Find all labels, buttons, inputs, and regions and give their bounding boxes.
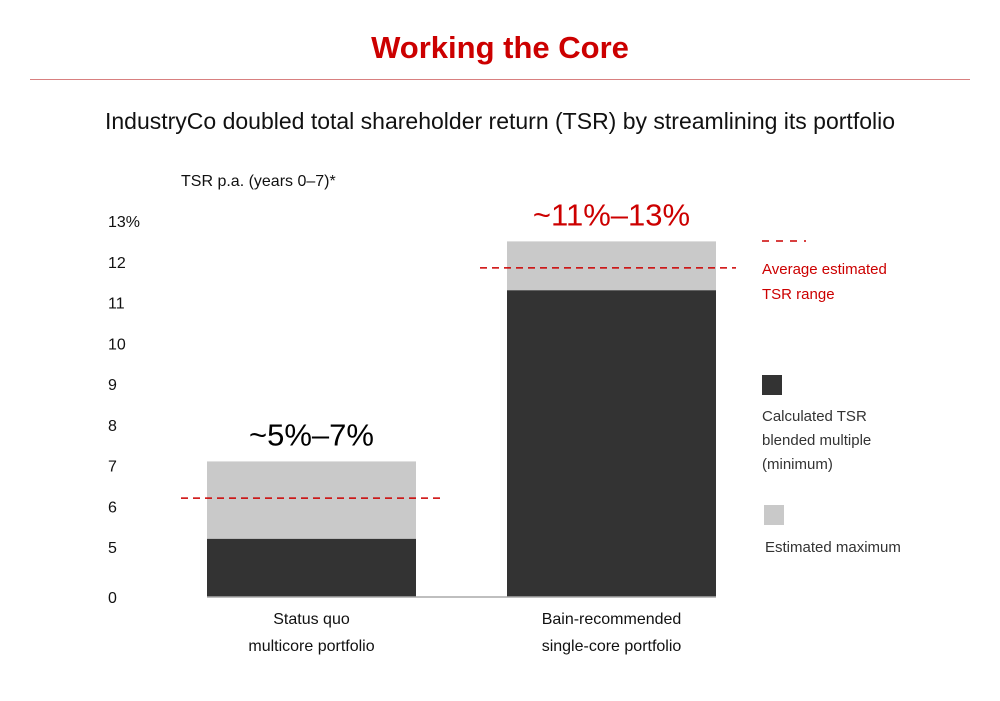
bar-calculated-minimum bbox=[207, 538, 416, 597]
range-label: ~11%–13% bbox=[533, 197, 690, 232]
y-tick-label: 10 bbox=[108, 336, 126, 353]
y-tick-label: 12 bbox=[108, 255, 126, 272]
legend-average-label: TSR range bbox=[762, 286, 835, 303]
category-label: Bain-recommended bbox=[542, 611, 682, 628]
y-tick-label: 8 bbox=[108, 418, 117, 435]
y-tick-label: 13% bbox=[108, 214, 140, 231]
chart-subtitle: IndustryCo doubled total shareholder ret… bbox=[104, 108, 896, 134]
title-divider bbox=[30, 79, 970, 80]
y-axis-ticks: 13% 12 11 10 9 8 7 6 5 0 bbox=[108, 214, 140, 607]
y-tick-label: 11 bbox=[108, 296, 125, 313]
legend-calculated-label: Calculated TSR bbox=[762, 408, 867, 425]
y-tick-label: 5 bbox=[108, 540, 117, 557]
range-label: ~5%–7% bbox=[249, 417, 374, 452]
legend-average-label: Average estimated bbox=[762, 261, 887, 278]
category-labels: Status quo multicore portfolio Bain-recomm… bbox=[248, 611, 681, 655]
legend-maximum-label: Estimated maximum bbox=[765, 539, 901, 556]
bar-calculated-minimum bbox=[507, 290, 716, 597]
category-label: single-core portfolio bbox=[542, 638, 682, 655]
range-labels: ~5%–7% ~11%–13% bbox=[249, 197, 690, 452]
legend: Average estimated TSR range Calculated TSR… bbox=[762, 240, 901, 556]
category-label: Status quo bbox=[273, 611, 350, 628]
average-lines bbox=[181, 267, 736, 499]
legend-maximum-swatch bbox=[764, 505, 784, 525]
legend-calculated-label: (minimum) bbox=[762, 456, 833, 473]
chart-title: Working the Core bbox=[371, 30, 629, 65]
y-tick-label: 7 bbox=[108, 459, 117, 476]
bar-estimated-maximum bbox=[507, 241, 716, 291]
bars bbox=[207, 241, 716, 598]
legend-calculated-label: blended multiple bbox=[762, 432, 871, 449]
category-label: multicore portfolio bbox=[248, 638, 374, 655]
bar-estimated-maximum bbox=[207, 461, 416, 539]
y-tick-label: 9 bbox=[108, 377, 117, 394]
legend-calculated-swatch bbox=[762, 375, 782, 395]
y-tick-label: 6 bbox=[108, 499, 117, 516]
y-axis-label: TSR p.a. (years 0–7)* bbox=[181, 173, 336, 190]
y-tick-label: 0 bbox=[108, 590, 117, 607]
